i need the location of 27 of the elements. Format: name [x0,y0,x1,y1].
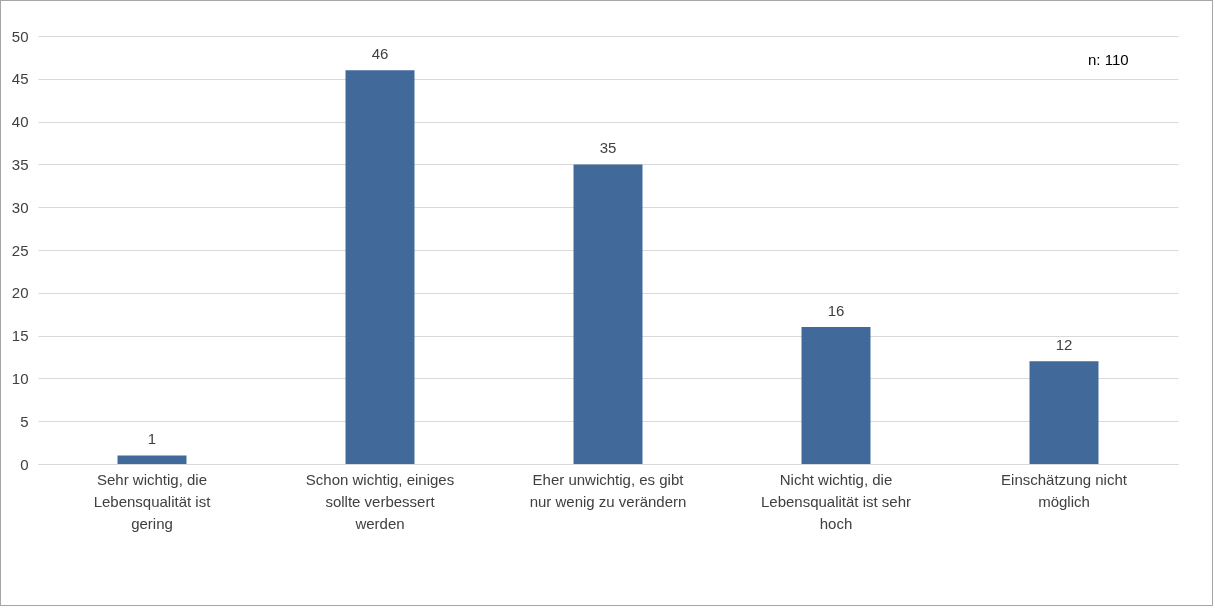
bar [1029,361,1099,464]
x-tick-label: Sehr wichtig, die Lebensqualität ist gering [93,470,212,532]
y-tick-label: 40 [11,113,29,131]
y-tick-label: 0 [20,455,29,473]
bar [117,455,187,464]
bar [573,164,643,464]
y-tick-label: 10 [11,369,29,387]
y-tick-label: 30 [11,198,29,216]
x-tick-label: Einschätzung nicht möglich [1001,470,1128,510]
annotation: n: 110 [1088,51,1129,68]
data-label: 35 [599,139,617,157]
x-tick-label: Schon wichtig, einiges sollte verbessert werden [305,470,455,532]
data-label: 1 [147,430,157,448]
data-label: 46 [371,45,389,63]
y-tick-label: 20 [11,284,29,302]
y-tick-label: 15 [11,327,29,345]
x-tick-label: Eher unwichtig, es gibt nur wenig zu verändern [529,470,687,510]
bar [345,70,415,464]
data-label: 16 [827,302,845,320]
y-tick-label: 5 [20,412,29,430]
y-tick-label: 35 [11,155,29,173]
x-tick-label: Nicht wichtig, die Lebensqualität ist sehr hoch [760,470,912,532]
bar [801,327,871,464]
y-tick-label: 25 [11,241,29,259]
data-label: 12 [1055,336,1073,354]
y-tick-label: 45 [11,70,29,88]
y-tick-label: 50 [11,27,29,45]
